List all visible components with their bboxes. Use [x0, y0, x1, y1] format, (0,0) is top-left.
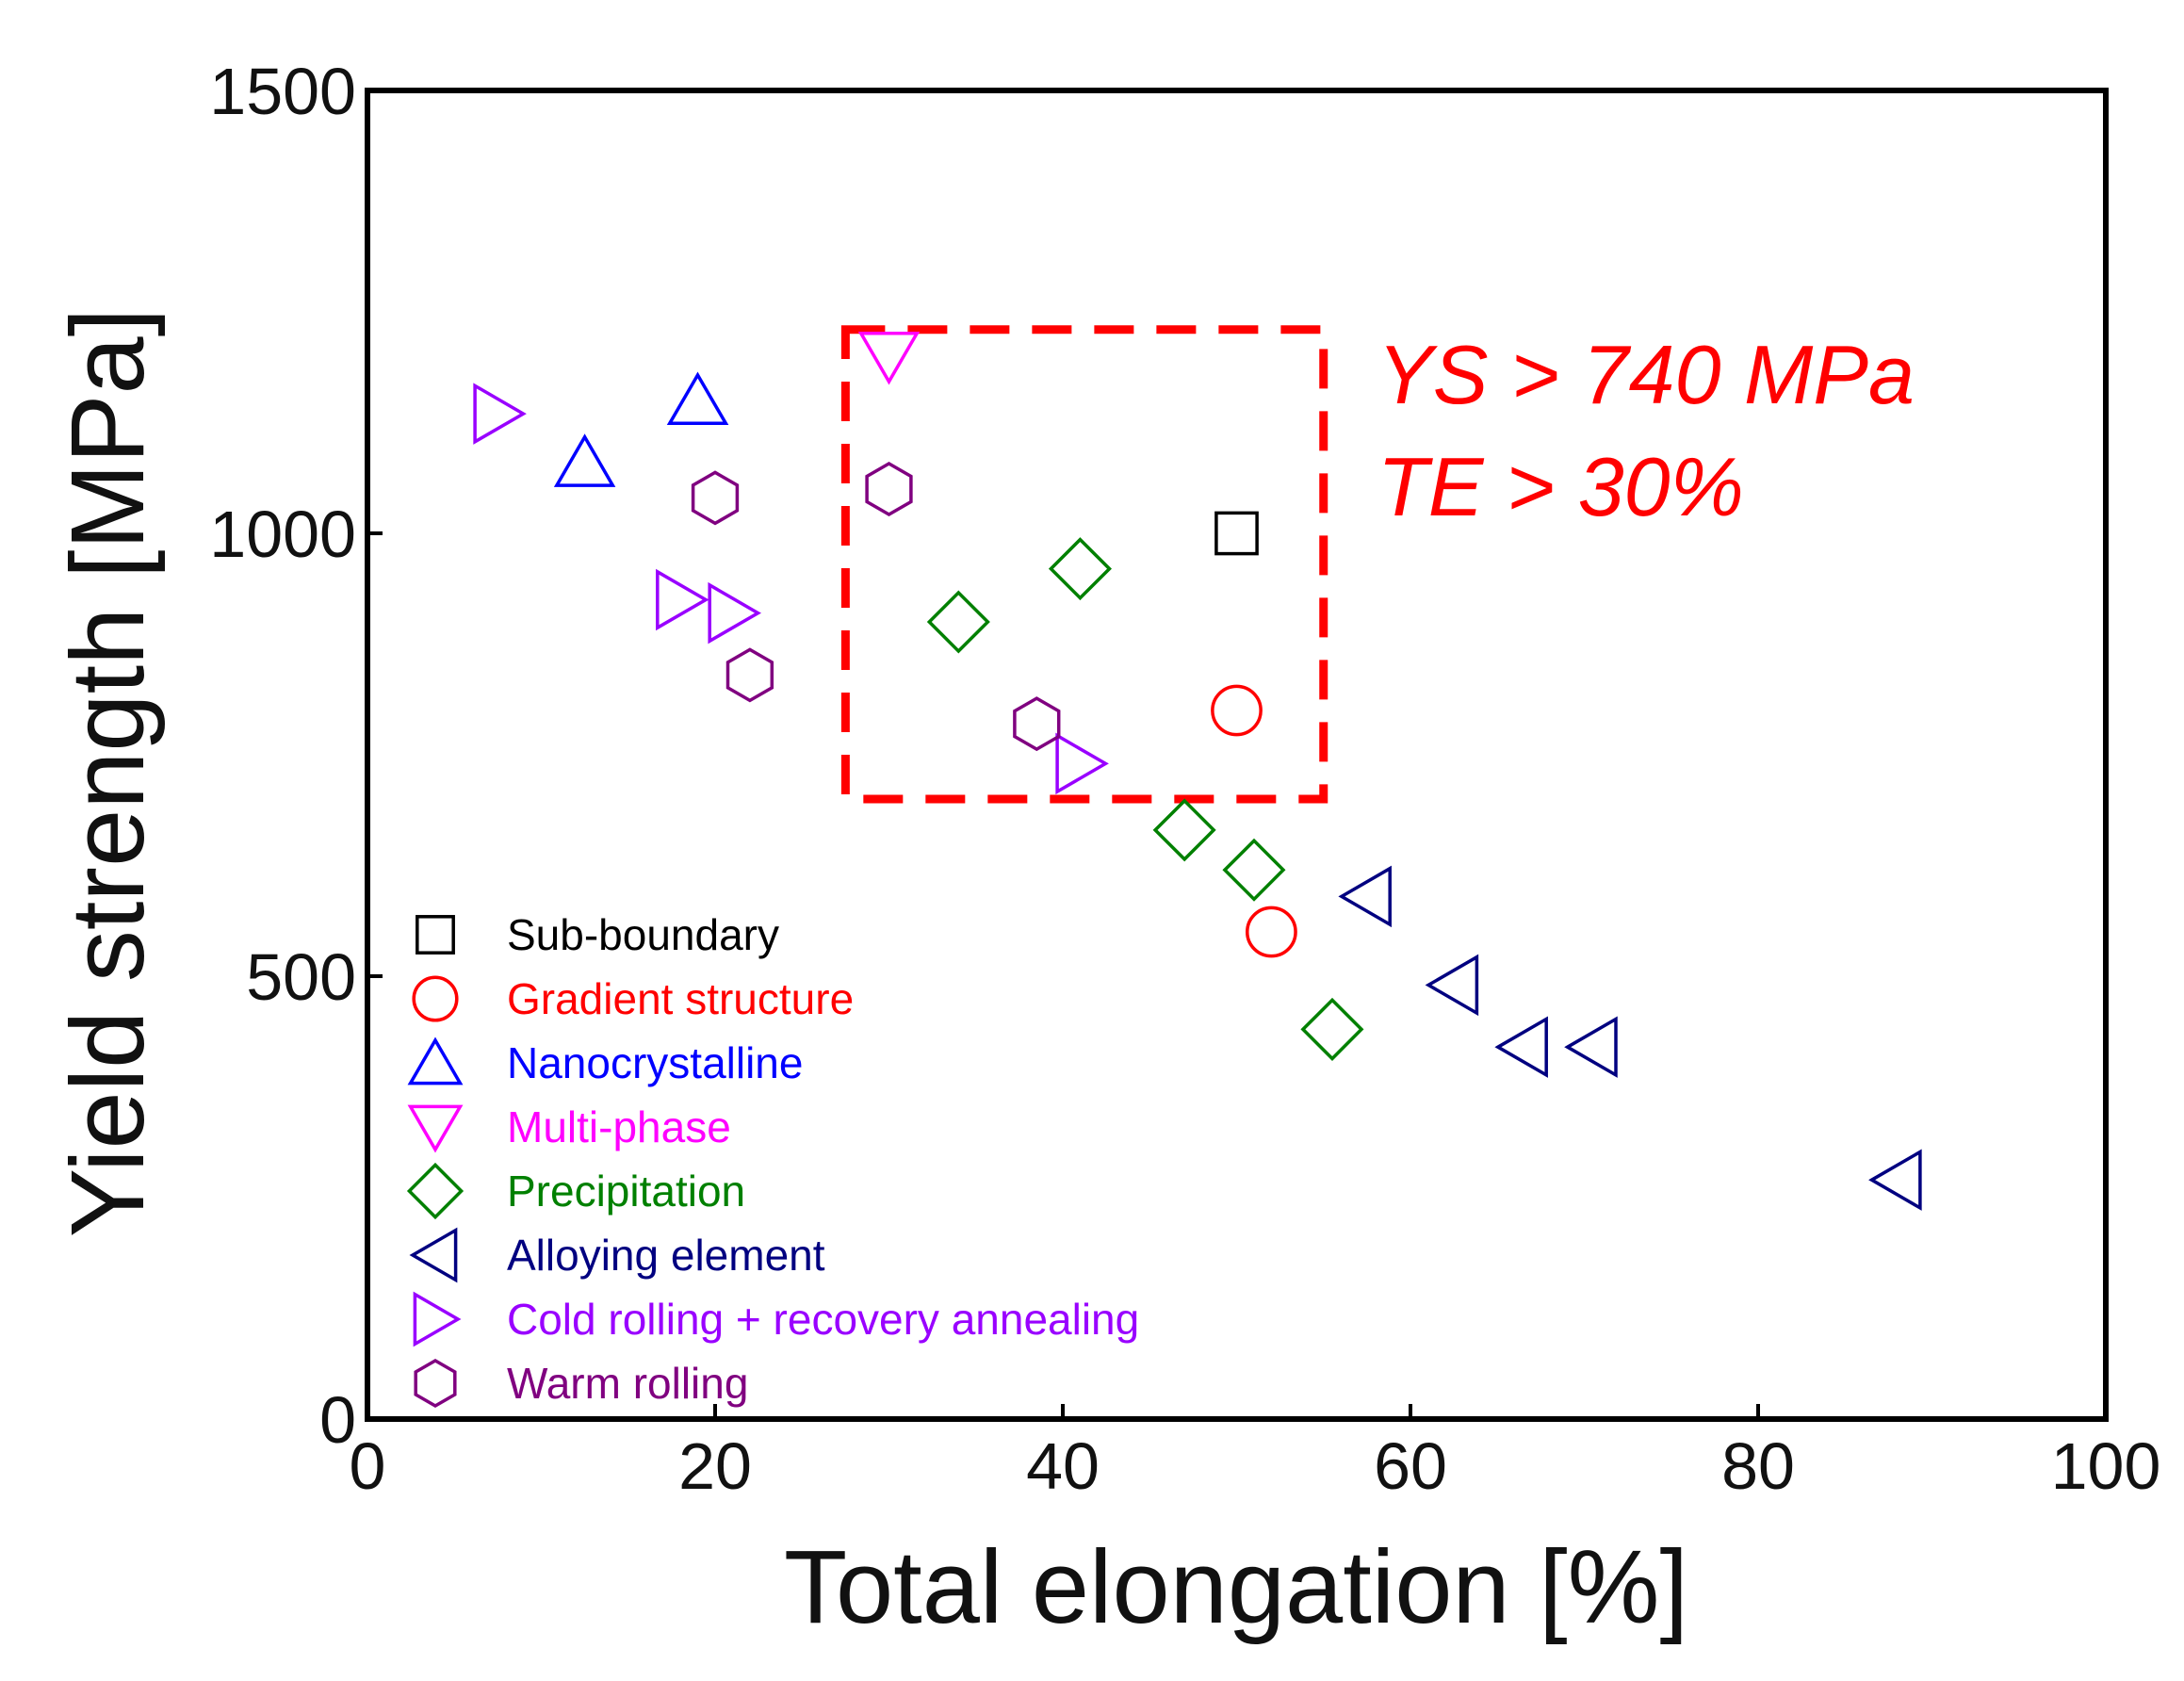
- legend-marker-diamond: [406, 1162, 465, 1220]
- legend-label: Gradient structure: [507, 974, 854, 1023]
- data-point-diamond: [926, 590, 990, 654]
- data-point-triangle-up: [666, 371, 729, 426]
- legend: Sub-boundary Gradient structure Nanocrysta…: [406, 910, 1139, 1409]
- legend-marker-square: [416, 915, 455, 955]
- y-tick-label: 500: [246, 940, 356, 1014]
- data-point-hexagon: [865, 461, 913, 517]
- y-tick-label: 1500: [209, 55, 356, 128]
- data-point-triangle-left: [1425, 954, 1479, 1017]
- data-point-triangle-right: [473, 383, 527, 445]
- highlight-region-group: [840, 325, 1328, 804]
- x-tick-label: 60: [1374, 1429, 1447, 1503]
- data-point-triangle-left: [1338, 865, 1392, 928]
- y-axis-title: Yield strength [MPa]: [50, 308, 166, 1237]
- highlight-region: [840, 325, 1328, 804]
- data-point-triangle-right: [656, 568, 709, 631]
- y-tick-label: 0: [319, 1383, 356, 1457]
- legend-marker-hexagon: [414, 1358, 457, 1409]
- data-point-triangle-right: [708, 581, 761, 645]
- legend-marker-triangle-left: [409, 1227, 458, 1283]
- legend-label: Multi-phase: [507, 1102, 731, 1151]
- legend-label: Warm rolling: [507, 1359, 748, 1408]
- x-axis-title: Total elongation [%]: [784, 1529, 1688, 1645]
- legend-marker-triangle-down: [407, 1104, 464, 1153]
- data-point-triangle-down: [857, 331, 921, 385]
- data-point-hexagon: [725, 647, 774, 703]
- data-points: [473, 331, 1922, 1211]
- data-point-diamond: [1152, 798, 1216, 862]
- data-point-diamond: [1300, 997, 1364, 1061]
- legend-label: Precipitation: [507, 1167, 745, 1216]
- data-point-triangle-up: [553, 433, 616, 487]
- data-point-diamond: [1222, 838, 1286, 902]
- data-point-hexagon: [1013, 696, 1061, 752]
- annotation-ys: YS > 740 MPa: [1377, 328, 1915, 421]
- x-tick-label: 100: [2051, 1429, 2161, 1503]
- data-point-triangle-right: [1055, 732, 1109, 795]
- legend-label: Nanocrystalline: [507, 1038, 803, 1087]
- data-point-triangle-left: [1494, 1016, 1548, 1078]
- data-point-triangle-left: [1564, 1016, 1618, 1078]
- y-tick-label: 1000: [209, 498, 356, 571]
- legend-label: Alloying element: [507, 1231, 825, 1280]
- x-tick-label: 0: [350, 1429, 386, 1503]
- plot-frame: [365, 88, 2109, 1422]
- data-point-square: [1214, 511, 1259, 556]
- data-point-circle: [1211, 684, 1263, 737]
- data-point-hexagon: [691, 470, 740, 526]
- x-tick-label: 20: [678, 1429, 752, 1503]
- data-point-circle: [1246, 906, 1297, 958]
- data-point-triangle-left: [1868, 1149, 1922, 1211]
- x-tick-label: 80: [1721, 1429, 1795, 1503]
- data-point-diamond: [1048, 537, 1112, 601]
- legend-label: Sub-boundary: [507, 910, 779, 959]
- legend-marker-triangle-up: [407, 1036, 464, 1085]
- annotation-te: TE > 30%: [1377, 440, 1744, 533]
- legend-marker-triangle-right: [413, 1291, 462, 1347]
- legend-marker-circle: [412, 975, 459, 1022]
- legend-label: Cold rolling + recovery annealing: [507, 1295, 1139, 1344]
- x-tick-label: 40: [1026, 1429, 1100, 1503]
